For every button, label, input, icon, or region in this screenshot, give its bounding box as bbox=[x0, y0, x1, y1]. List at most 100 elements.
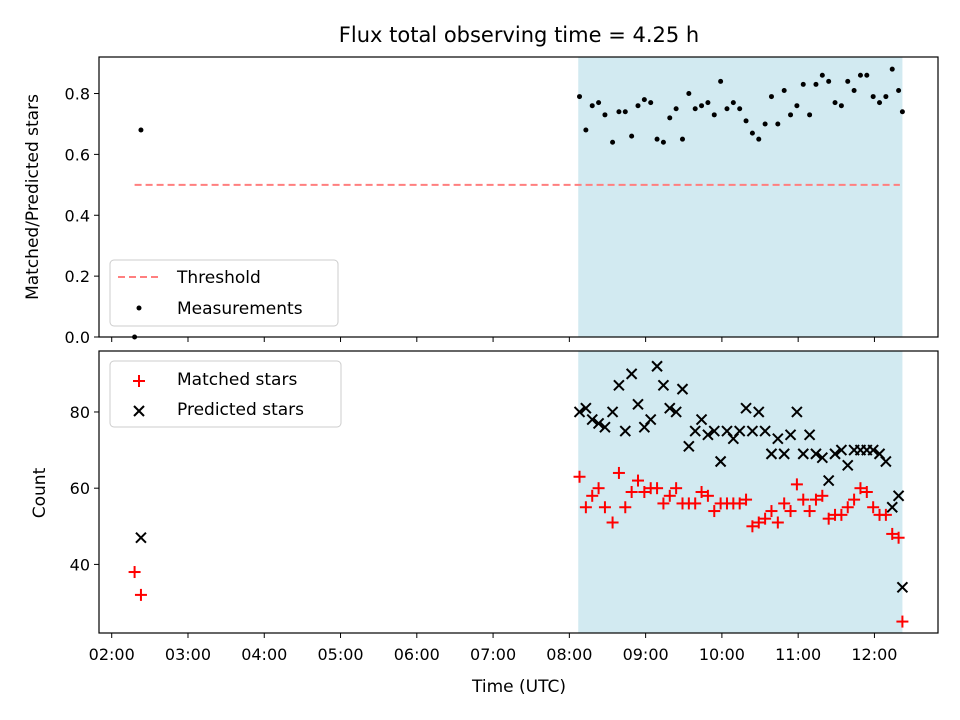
predicted-star-point bbox=[803, 429, 816, 441]
predicted-star-point bbox=[886, 501, 898, 513]
matched-star-point bbox=[896, 615, 909, 628]
predicted-star-point bbox=[896, 581, 909, 593]
predicted-star-point bbox=[644, 413, 657, 426]
measurement-point bbox=[807, 112, 813, 118]
measurement-point bbox=[826, 78, 832, 84]
measurement-point bbox=[654, 136, 660, 142]
matched-star-point bbox=[134, 588, 147, 601]
predicted-star-point bbox=[842, 459, 854, 472]
matched-star-point bbox=[708, 505, 721, 518]
predicted-star-point bbox=[867, 444, 879, 456]
ratio-plot-area bbox=[132, 57, 905, 340]
predicted-star-point bbox=[702, 429, 714, 441]
measurement-point bbox=[838, 103, 844, 109]
y-tick-label: 0.4 bbox=[65, 206, 90, 225]
predicted-star-point bbox=[586, 413, 598, 426]
measurement-point bbox=[610, 139, 616, 145]
measurement-point bbox=[641, 97, 647, 103]
count-y-ticks: 40 60 80 bbox=[70, 403, 99, 574]
predicted-star-point bbox=[778, 448, 790, 460]
matched-star-point bbox=[784, 505, 797, 518]
count-y-axis-label: Count bbox=[30, 467, 50, 518]
measurement-point bbox=[622, 109, 628, 115]
measurement-point bbox=[635, 103, 641, 109]
y-tick-label: 60 bbox=[70, 479, 90, 498]
matched-star-point bbox=[759, 512, 772, 525]
predicted-star-point bbox=[625, 368, 638, 380]
x-tick-label: 12:00 bbox=[851, 645, 897, 664]
predicted-star-point bbox=[689, 425, 701, 437]
measurement-point bbox=[883, 94, 889, 100]
measurement-point bbox=[629, 133, 635, 139]
ratio-legend: Threshold Measurements bbox=[109, 259, 339, 327]
measurement-point bbox=[851, 87, 857, 93]
x-tick-label: 04:00 bbox=[241, 645, 287, 664]
matched-star-point bbox=[765, 505, 778, 518]
matched-star-point bbox=[854, 482, 867, 495]
measurement-point bbox=[857, 72, 863, 78]
matched-star-point bbox=[892, 531, 905, 544]
matched-star-point bbox=[663, 489, 676, 502]
x-tick-label: 02:00 bbox=[89, 645, 135, 664]
predicted-star-point bbox=[651, 360, 663, 372]
x-tick-label: 11:00 bbox=[775, 645, 821, 664]
measurement-point bbox=[679, 136, 685, 142]
y-tick-label: 0.0 bbox=[65, 328, 90, 347]
measurement-point bbox=[813, 81, 819, 87]
predicted-star-point bbox=[676, 383, 689, 395]
y-tick-label: 40 bbox=[70, 555, 90, 574]
predicted-star-point bbox=[746, 425, 759, 437]
measurement-point bbox=[832, 100, 838, 106]
measurement-point bbox=[686, 91, 692, 97]
matched-star-point bbox=[848, 493, 861, 506]
matched-star-point bbox=[625, 486, 638, 498]
matched-star-point bbox=[695, 486, 708, 498]
matched-star-point bbox=[816, 489, 829, 502]
predicted-star-point bbox=[592, 417, 605, 430]
measurement-point bbox=[737, 106, 743, 112]
measurement-point bbox=[724, 106, 730, 112]
matched-star-point bbox=[598, 501, 611, 514]
measurement-point bbox=[583, 127, 589, 133]
matched-star-point bbox=[886, 527, 899, 540]
predicted-star-point bbox=[135, 532, 147, 544]
measurement-point bbox=[743, 118, 749, 124]
measurement-point bbox=[667, 115, 673, 121]
matched-star-point bbox=[657, 497, 670, 510]
x-tick-label: 06:00 bbox=[394, 645, 440, 664]
matched-star-point bbox=[841, 501, 854, 514]
predicted-star-point bbox=[580, 402, 592, 414]
predicted-star-point bbox=[810, 448, 822, 460]
predicted-star-point bbox=[664, 402, 676, 414]
measurement-point bbox=[673, 106, 679, 112]
matched-star-point bbox=[592, 482, 605, 495]
matched-star-point bbox=[809, 493, 822, 506]
predicted-star-point bbox=[714, 455, 727, 468]
count-panel: 40 60 80 02:00 03:00 04:00 05:00 06:00 07:00 08:… bbox=[30, 350, 939, 697]
count-legend-box bbox=[109, 360, 342, 428]
predicted-star-point bbox=[632, 398, 644, 411]
measurement-point bbox=[870, 94, 876, 100]
matched-star-point bbox=[689, 497, 702, 510]
ratio-axes-frame bbox=[98, 56, 939, 338]
measurement-point bbox=[877, 100, 883, 106]
measurement-point bbox=[699, 103, 705, 109]
matched-star-point bbox=[586, 489, 599, 502]
x-tick-label: 05:00 bbox=[317, 645, 363, 664]
y-tick-label: 0.2 bbox=[65, 267, 90, 286]
matched-star-point bbox=[631, 474, 644, 487]
legend-measurements-swatch bbox=[136, 305, 142, 311]
matched-star-point bbox=[860, 486, 873, 498]
matched-star-point bbox=[740, 493, 753, 506]
matched-star-point bbox=[797, 493, 810, 506]
measurement-point bbox=[899, 109, 905, 115]
predicted-star-point bbox=[880, 455, 892, 468]
ratio-panel: 0.00.20.40.60.8 Matched/Predicted stars … bbox=[23, 56, 939, 347]
measurement-point bbox=[577, 94, 583, 100]
measurement-point bbox=[781, 87, 787, 93]
observing-window-span bbox=[578, 57, 903, 337]
ratio-legend-box bbox=[109, 259, 339, 327]
predicted-star-point bbox=[599, 421, 611, 433]
matched-star-point bbox=[612, 466, 625, 479]
